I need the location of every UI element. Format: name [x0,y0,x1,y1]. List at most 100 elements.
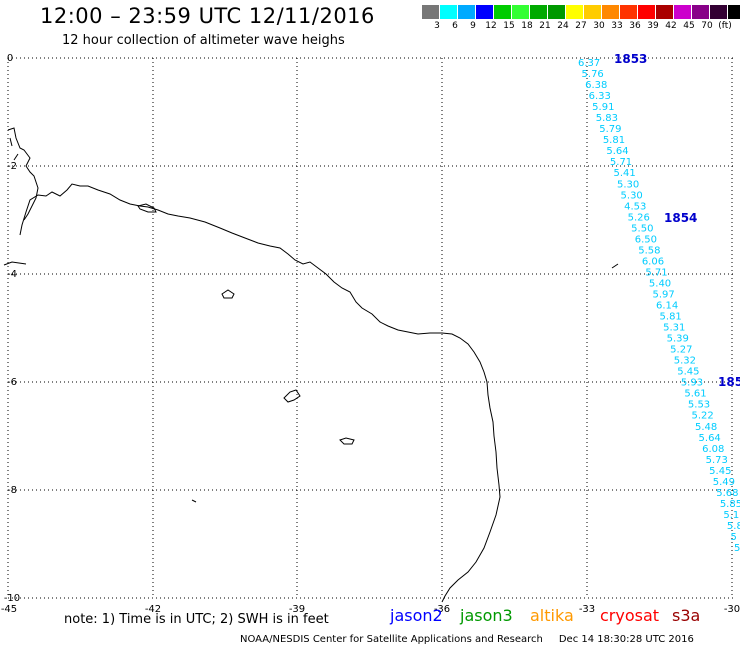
swh-value: 5.81 [660,312,682,323]
satellite-name: s3a [672,606,701,625]
x-tick-label: -30 [724,604,740,615]
swh-value: 5.1 [723,510,739,521]
track-time-label: 1853 [614,52,647,66]
legend-swatch [710,5,728,19]
coastline-mainland [19,183,501,603]
swh-value: 5.8 [727,521,740,532]
legend-swatch [476,5,494,19]
swh-value: 6.33 [589,91,611,102]
legend-label: 27 [575,21,587,31]
swh-value: 5.58 [638,245,660,256]
swh-value: 5.93 [681,378,703,389]
legend-label: 15 [503,21,515,31]
swh-value: 6.50 [635,234,657,245]
island-2 [221,289,235,299]
swh-value: 5.30 [617,179,639,190]
legend-swatch [512,5,530,19]
legend-swatch [440,5,458,19]
generated-timestamp: Dec 14 18:30:28 UTC 2016 [558,634,694,645]
satellite-name: altika [530,606,574,625]
satellite-name: cryosat [600,606,660,625]
altimeter-track: 6.375.766.386.335.915.835.795.815.645.71… [578,52,740,554]
island-6 [611,263,619,269]
legend-label: 12 [485,21,497,31]
island-3 [283,389,301,403]
axis-labels: -45 -42 -39 -36 -33 -30 0 -2 -4 -6 -8 -10 [1,53,740,615]
swh-value: 5.53 [688,400,710,411]
swh-value: 5 [734,543,740,554]
swh-value: 6.38 [585,80,607,91]
swh-value: 6.14 [656,301,678,312]
legend-label: 9 [470,21,476,31]
swh-value: 5.68 [716,488,738,499]
island-1 [137,203,157,213]
legend-swatch [656,5,674,19]
swh-value: 5.73 [706,455,728,466]
legend-label: 21 [539,21,551,31]
footer-note: note: 1) Time is in UTC; 2) SWH is in fe… [64,612,329,627]
legend-swatch [674,5,692,19]
map-grid [7,57,736,599]
swh-value: 5.79 [599,124,621,135]
swh-value: 6.08 [702,444,724,455]
swh-value: 4.53 [624,201,646,212]
legend-label: 18 [521,21,533,31]
swh-value: 5.81 [603,135,625,146]
swh-value: 5.91 [592,102,614,113]
credit-text: NOAA/NESDIS Center for Satellite Applica… [240,634,543,645]
swh-value: 5.41 [613,168,635,179]
swh-value: 5.39 [667,334,689,345]
swh-value: 5.83 [596,113,618,124]
legend-label: 3 [434,21,440,31]
track-time-label: 185 [718,375,740,389]
legend-swatch [638,5,656,19]
swh-value: 5.71 [645,267,667,278]
legend-swatch [530,5,548,19]
y-tick-label: -4 [7,269,17,280]
swh-value: 5.30 [621,190,643,201]
swh-value: 5.76 [582,69,604,80]
swh-value: 6.06 [642,256,664,267]
page-title: 12:00 – 23:59 UTC 12/11/2016 [40,4,375,28]
x-tick-label: -42 [145,604,161,615]
swh-value: 5.50 [631,223,653,234]
x-tick-label: -33 [579,604,595,615]
legend-swatch [566,5,584,19]
x-tick-label: -45 [1,604,17,615]
color-legend [422,5,740,19]
swh-value: 5 [730,532,736,543]
swh-value: 5.85 [720,499,740,510]
legend-label: 33 [611,21,623,31]
swh-value: 5.40 [649,278,671,289]
legend-swatch [692,5,710,19]
swh-value: 6.37 [578,58,600,69]
swh-value: 5.22 [691,411,713,422]
swh-value: 5.71 [610,157,632,168]
y-tick-label: -10 [4,593,20,604]
legend-label: 45 [683,21,695,31]
swh-value: 5.45 [709,466,731,477]
legend-swatch [422,5,440,19]
y-tick-label: -8 [7,485,17,496]
legend-label: 70 [701,21,713,31]
swh-value: 5.45 [677,367,699,378]
legend-swatch [728,5,740,19]
swh-value: 5.48 [695,422,717,433]
legend-swatch [548,5,566,19]
swh-value: 5.97 [652,289,674,300]
satellite-name: jason3 [460,606,513,625]
swh-value: 5.31 [663,323,685,334]
x-tick-label: -39 [289,604,305,615]
legend-swatch [494,5,512,19]
legend-label: 36 [629,21,641,31]
legend-swatch [584,5,602,19]
coastline-north-islands [3,127,39,266]
y-tick-label: -6 [7,377,17,388]
legend-swatch [620,5,638,19]
swh-value: 5.27 [670,345,692,356]
legend-swatch [458,5,476,19]
page-subtitle: 12 hour collection of altimeter wave hei… [62,33,345,48]
island-5 [191,499,197,503]
legend-label: (ft) [718,21,732,31]
